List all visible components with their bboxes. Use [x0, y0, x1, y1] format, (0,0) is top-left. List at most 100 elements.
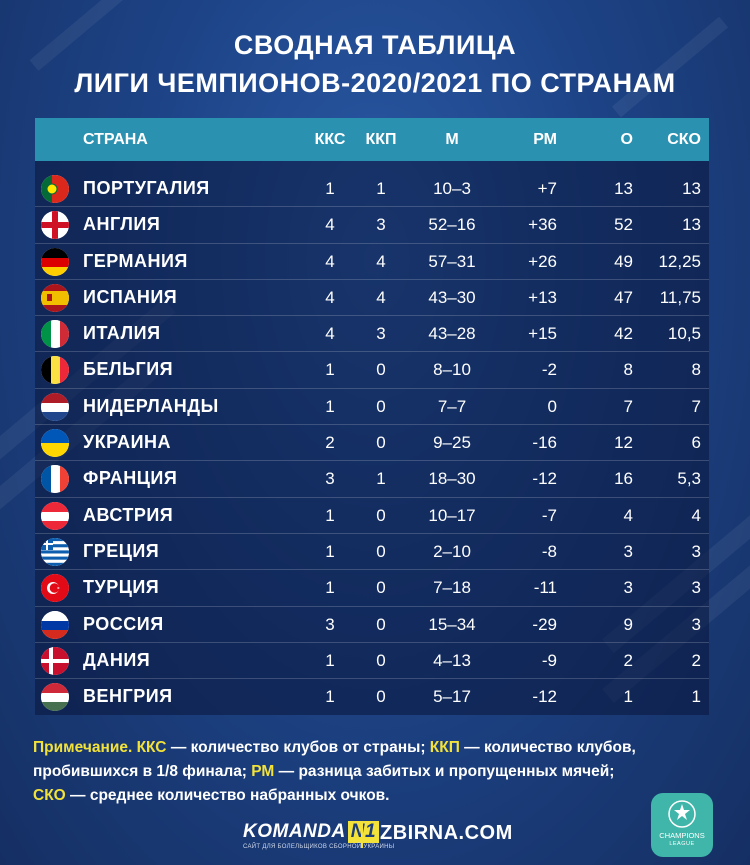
note-kkp-term: ККП — [429, 739, 460, 756]
header-rm: РМ — [533, 131, 557, 148]
matches-cell: 15–34 — [428, 614, 476, 634]
kks-cell: 4 — [325, 287, 335, 307]
table-body: ПОРТУГАЛИЯ 1 1 10–3 +7 13 13 АНГЛИЯ 4 3 52–16 +36 52… — [35, 171, 709, 714]
points-cell: 4 — [623, 505, 633, 525]
table-row: ГЕРМАНИЯ 4 4 57–31 +26 49 12,25 — [35, 242, 709, 279]
kkp-cell: 1 — [376, 469, 386, 489]
table-row: АНГЛИЯ 4 3 52–16 +36 52 13 — [35, 206, 709, 242]
title-line-1: СВОДНАЯ ТАБЛИЦА — [233, 30, 517, 60]
table-row: ИСПАНИЯ 4 4 43–30 +13 47 11,75 — [35, 278, 709, 315]
komanda-logo[interactable]: KOMANDA N1 — [243, 821, 380, 843]
table-row: ГРЕЦИЯ 1 0 2–10 -8 3 3 — [35, 532, 709, 569]
matches-cell: 7–7 — [437, 396, 467, 416]
kkp-cell: 0 — [376, 650, 386, 670]
header-country: СТРАНА — [83, 131, 148, 148]
title-line-2: ЛИГИ ЧЕМПИОНОВ-2020/2021 ПО СТРАНАМ — [74, 68, 676, 98]
denmark-flag-icon — [41, 646, 69, 675]
avg-points-cell: 5,3 — [677, 469, 701, 489]
avg-points-cell: 3 — [691, 614, 701, 634]
avg-points-cell: 8 — [691, 360, 701, 380]
country-name: АВСТРИЯ — [83, 504, 174, 525]
goal-diff-cell: +15 — [528, 324, 557, 344]
table-note: Примечание. ККС — количество клубов от с… — [33, 736, 723, 808]
goal-diff-cell: +7 — [537, 179, 557, 198]
table-row: АВСТРИЯ 1 0 10–17 -7 4 4 — [35, 496, 709, 533]
germany-flag-icon — [41, 247, 69, 276]
goal-diff-cell: -7 — [541, 505, 557, 525]
points-cell: 16 — [614, 469, 633, 489]
avg-points-cell: 1 — [691, 687, 701, 707]
note-kks-def: — количество клубов от страны; — [166, 739, 430, 756]
matches-cell: 5–17 — [433, 687, 471, 707]
points-cell: 3 — [623, 578, 633, 598]
avg-points-cell: 3 — [691, 541, 701, 561]
country-name: ФРАНЦИЯ — [83, 468, 178, 489]
page-title: СВОДНАЯ ТАБЛИЦА ЛИГИ ЧЕМПИОНОВ-2020/2021… — [0, 26, 750, 102]
table-header: СТРАНА ККС ККП М РМ О СКО — [35, 118, 709, 161]
portugal-flag-icon — [41, 175, 69, 203]
footer-divider — [361, 822, 363, 848]
matches-cell: 43–30 — [428, 287, 476, 307]
country-name: ИТАЛИЯ — [83, 323, 161, 344]
avg-points-cell: 13 — [682, 215, 701, 235]
points-cell: 47 — [614, 287, 633, 307]
matches-cell: 4–13 — [433, 650, 471, 670]
avg-points-cell: 13 — [682, 179, 701, 198]
footer: KOMANDA N1 САЙТ ДЛЯ БОЛЕЛЬЩИКОВ СБОРНОЙ У… — [0, 816, 750, 856]
turkey-flag-icon — [41, 574, 69, 603]
points-cell: 7 — [623, 396, 633, 416]
kkp-cell: 0 — [376, 687, 386, 707]
kks-cell: 1 — [325, 578, 335, 598]
kkp-cell: 0 — [376, 541, 386, 561]
kkp-cell: 3 — [376, 324, 386, 344]
header-m: М — [445, 131, 459, 148]
matches-cell: 8–10 — [433, 360, 471, 380]
england-flag-icon — [41, 211, 69, 240]
note-label: Примечание. — [33, 739, 133, 756]
table-row: БЕЛЬГИЯ 1 0 8–10 -2 8 8 — [35, 351, 709, 387]
points-cell: 13 — [614, 179, 633, 198]
note-rm-term: РМ — [251, 763, 275, 780]
header-sko: СКО — [667, 131, 701, 148]
note-rm-def: — разница забитых и пропущенных мячей; — [274, 763, 615, 780]
ukraine-flag-icon — [41, 429, 69, 458]
note-kkp-def: — количество клубов, пробившихся в 1/8 ф… — [33, 739, 636, 780]
note-sko-term: СКО — [33, 787, 66, 804]
kks-cell: 4 — [325, 251, 335, 271]
country-name: ТУРЦИЯ — [83, 577, 160, 598]
austria-flag-icon — [41, 501, 69, 530]
goal-diff-cell: +26 — [528, 251, 557, 271]
table-row: ДАНИЯ 1 0 4–13 -9 2 2 — [35, 641, 709, 678]
kkp-cell: 0 — [376, 360, 386, 380]
country-name: ДАНИЯ — [83, 649, 151, 670]
kkp-cell: 3 — [376, 215, 386, 235]
greece-flag-icon — [41, 537, 69, 566]
avg-points-cell: 10,5 — [667, 324, 701, 344]
table-row: ИТАЛИЯ 4 3 43–28 +15 42 10,5 — [35, 315, 709, 351]
france-flag-icon — [41, 465, 69, 494]
table-row: НИДЕРЛАНДЫ 1 0 7–7 0 7 7 — [35, 387, 709, 424]
kks-cell: 1 — [325, 179, 335, 198]
country-name: ГЕРМАНИЯ — [83, 250, 188, 271]
belgium-flag-icon — [41, 356, 69, 385]
table-row: ТУРЦИЯ 1 0 7–18 -11 3 3 — [35, 569, 709, 605]
goal-diff-cell: -29 — [532, 614, 557, 634]
avg-points-cell: 4 — [691, 505, 701, 525]
kkp-cell: 0 — [376, 505, 386, 525]
table-row: РОССИЯ 3 0 15–34 -29 9 3 — [35, 605, 709, 642]
country-name: РОССИЯ — [83, 613, 164, 634]
points-cell: 2 — [623, 650, 633, 670]
matches-cell: 9–25 — [433, 433, 471, 453]
note-sko-def: — среднее количество набранных очков. — [65, 787, 390, 804]
komanda-logo-text: KOMANDA — [243, 821, 346, 842]
country-name: НИДЕРЛАНДЫ — [83, 395, 219, 416]
table-row: ФРАНЦИЯ 3 1 18–30 -12 16 5,3 — [35, 460, 709, 496]
starball-icon — [668, 800, 696, 828]
country-name: ГРЕЦИЯ — [83, 540, 160, 561]
kks-cell: 4 — [325, 324, 335, 344]
kks-cell: 1 — [325, 687, 335, 707]
standings-table: СТРАНА ККС ККП М РМ О СКО ПОРТУГАЛИЯ 1 1 10… — [35, 118, 709, 715]
zbirna-link[interactable]: ZBIRNA.COM — [380, 822, 513, 844]
avg-points-cell: 12,25 — [658, 251, 701, 271]
matches-cell: 10–3 — [433, 179, 471, 198]
